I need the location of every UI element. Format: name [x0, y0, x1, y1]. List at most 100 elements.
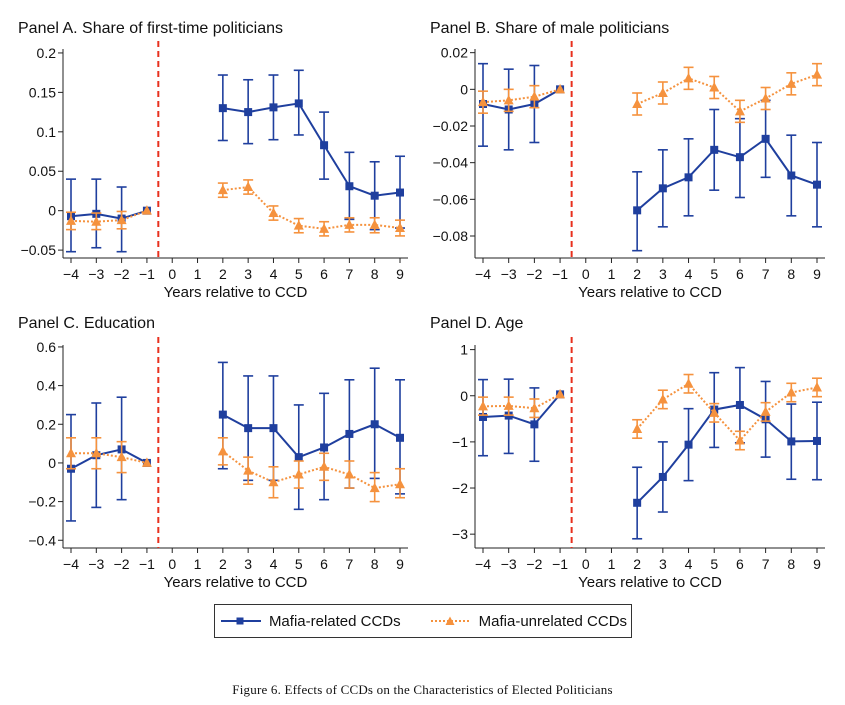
- x-tick-label: 9: [813, 556, 821, 572]
- x-tick-label: 9: [813, 266, 821, 282]
- data-point: [633, 206, 642, 215]
- legend-item-mafia-related: Mafia-related CCDs: [219, 613, 401, 630]
- data-point: [244, 424, 253, 433]
- x-tick-label: 5: [710, 266, 718, 282]
- data-point: [294, 99, 303, 108]
- data-point: [658, 472, 667, 481]
- series-line: [71, 452, 148, 464]
- data-point: [813, 436, 821, 445]
- x-tick-label: −4: [63, 556, 79, 572]
- data-point: [529, 91, 540, 101]
- series-line: [482, 88, 561, 104]
- x-tick-label: 6: [320, 556, 328, 572]
- legend: Mafia-related CCDs Mafia-unrelated CCDs: [214, 604, 632, 638]
- data-point: [91, 447, 102, 458]
- data-point: [344, 469, 355, 479]
- data-point: [370, 420, 379, 429]
- data-point: [345, 429, 354, 438]
- x-tick-label: 3: [659, 266, 667, 282]
- x-tick-label: 6: [320, 266, 328, 282]
- x-tick-label: 0: [582, 556, 590, 572]
- legend-item-mafia-unrelated: Mafia-unrelated CCDs: [429, 613, 627, 630]
- series-mafia-unrelated: [66, 179, 405, 237]
- x-tick-label: 7: [762, 556, 770, 572]
- x-tick-label: 4: [270, 556, 278, 572]
- x-tick-label: −2: [526, 556, 542, 572]
- x-tick-label: 5: [710, 556, 718, 572]
- data-point: [734, 435, 745, 445]
- data-point: [657, 393, 668, 404]
- x-tick-label: −3: [501, 266, 517, 282]
- figure-caption: Figure 6. Effects of CCDs on the Charact…: [232, 682, 613, 697]
- data-point: [555, 83, 566, 94]
- data-point: [760, 406, 771, 416]
- x-axis-label: Years relative to CCD: [164, 284, 308, 301]
- data-point: [91, 216, 102, 226]
- data-point: [369, 482, 380, 493]
- x-tick-label: 1: [194, 556, 202, 572]
- data-point: [320, 141, 329, 150]
- x-tick-label: 9: [396, 266, 404, 282]
- data-point: [530, 420, 539, 429]
- x-tick-label: 2: [633, 266, 641, 282]
- y-tick-label: 0: [460, 81, 468, 97]
- data-point: [319, 461, 330, 471]
- y-tick-label: −0.06: [433, 191, 469, 207]
- data-point: [632, 423, 643, 433]
- x-tick-label: 6: [736, 266, 744, 282]
- series-line: [482, 393, 561, 426]
- data-point: [395, 478, 405, 489]
- series-line: [70, 448, 148, 470]
- data-point: [734, 105, 745, 116]
- x-tick-label: 3: [659, 556, 667, 572]
- x-tick-label: −2: [526, 266, 542, 282]
- data-point: [66, 215, 76, 225]
- data-point: [709, 82, 720, 92]
- x-tick-label: −3: [88, 266, 104, 282]
- data-point: [786, 78, 797, 88]
- y-tick-label: 0.2: [37, 416, 57, 432]
- data-point: [396, 433, 404, 442]
- x-tick-label: −1: [552, 556, 568, 572]
- data-point: [268, 476, 279, 487]
- data-point: [116, 214, 127, 225]
- x-tick-label: 0: [582, 266, 590, 282]
- x-tick-label: 5: [295, 266, 303, 282]
- panel-title: Panel C. Education: [18, 315, 155, 332]
- x-tick-label: 0: [168, 556, 176, 572]
- y-tick-label: 0: [48, 203, 56, 219]
- series-mafia-related: [478, 366, 822, 540]
- x-tick-label: 8: [787, 266, 795, 282]
- series-line: [636, 73, 818, 113]
- x-tick-label: −4: [475, 266, 491, 282]
- data-point: [217, 184, 228, 195]
- data-point: [244, 108, 253, 117]
- data-point: [760, 93, 771, 103]
- y-tick-label: −0.2: [28, 494, 56, 510]
- data-point: [787, 437, 796, 446]
- data-point: [396, 188, 404, 197]
- series-line: [482, 393, 561, 410]
- data-point: [478, 96, 488, 107]
- series-line: [636, 382, 818, 442]
- data-point: [479, 412, 487, 421]
- panel-title: Panel B. Share of male politicians: [430, 20, 669, 37]
- y-tick-label: −0.02: [433, 118, 469, 134]
- x-tick-label: 1: [608, 266, 616, 282]
- x-tick-label: 7: [345, 556, 353, 572]
- data-point: [658, 184, 667, 193]
- x-tick-label: 2: [633, 556, 641, 572]
- data-point: [684, 440, 693, 449]
- x-tick-label: 5: [295, 556, 303, 572]
- data-point: [503, 400, 514, 410]
- panel-a: Panel A. Share of first-time politicians…: [18, 20, 408, 301]
- data-point: [478, 400, 488, 411]
- x-tick-label: 1: [608, 556, 616, 572]
- y-tick-label: −0.05: [21, 242, 57, 258]
- data-point: [787, 171, 796, 180]
- x-tick-label: −1: [552, 266, 568, 282]
- x-tick-label: 3: [244, 266, 252, 282]
- y-tick-label: 0.4: [37, 378, 57, 394]
- data-point: [657, 87, 668, 97]
